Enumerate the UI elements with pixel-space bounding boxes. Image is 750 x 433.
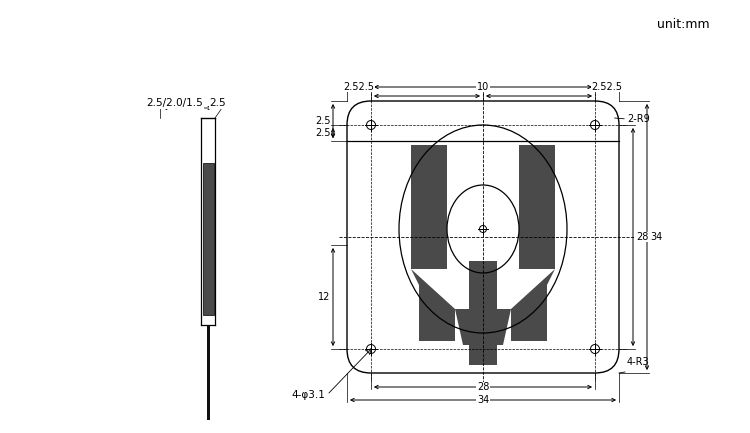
Polygon shape: [202, 163, 214, 315]
Polygon shape: [469, 261, 497, 309]
Polygon shape: [469, 345, 497, 365]
Text: 10: 10: [477, 82, 489, 92]
Text: 2.5: 2.5: [316, 128, 331, 138]
Text: 2.52.5: 2.52.5: [592, 82, 622, 92]
Text: 2.5/2.0/1.5: 2.5/2.0/1.5: [147, 98, 203, 108]
Text: 4-R3: 4-R3: [627, 357, 650, 367]
Text: 4-φ3.1: 4-φ3.1: [291, 390, 325, 400]
Text: 2.5: 2.5: [316, 116, 331, 126]
Polygon shape: [511, 269, 555, 341]
Text: 28: 28: [636, 232, 648, 242]
Polygon shape: [206, 325, 209, 420]
Polygon shape: [411, 269, 455, 341]
Text: 12: 12: [318, 292, 330, 302]
Text: 34: 34: [477, 395, 489, 405]
Text: unit:mm: unit:mm: [657, 18, 710, 31]
Text: 28: 28: [477, 382, 489, 392]
Text: 2-R9: 2-R9: [627, 114, 650, 124]
Text: 2.52.5: 2.52.5: [344, 82, 374, 92]
Text: 2.5: 2.5: [210, 98, 226, 108]
FancyBboxPatch shape: [347, 101, 619, 373]
Polygon shape: [519, 145, 555, 269]
Polygon shape: [411, 145, 447, 269]
Text: 34: 34: [650, 232, 662, 242]
Polygon shape: [455, 309, 511, 345]
